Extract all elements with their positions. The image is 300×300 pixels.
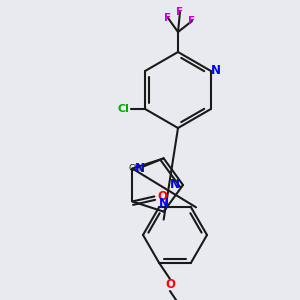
Text: F: F [188, 16, 196, 26]
Text: F: F [164, 13, 172, 23]
Text: N: N [170, 178, 180, 191]
Text: F: F [176, 7, 184, 17]
Text: N: N [135, 162, 145, 175]
Text: CH₃: CH₃ [129, 164, 144, 173]
Text: N: N [159, 197, 169, 210]
Text: Cl: Cl [117, 104, 129, 114]
Text: N: N [211, 64, 221, 77]
Text: O: O [157, 190, 167, 203]
Text: O: O [165, 278, 175, 292]
